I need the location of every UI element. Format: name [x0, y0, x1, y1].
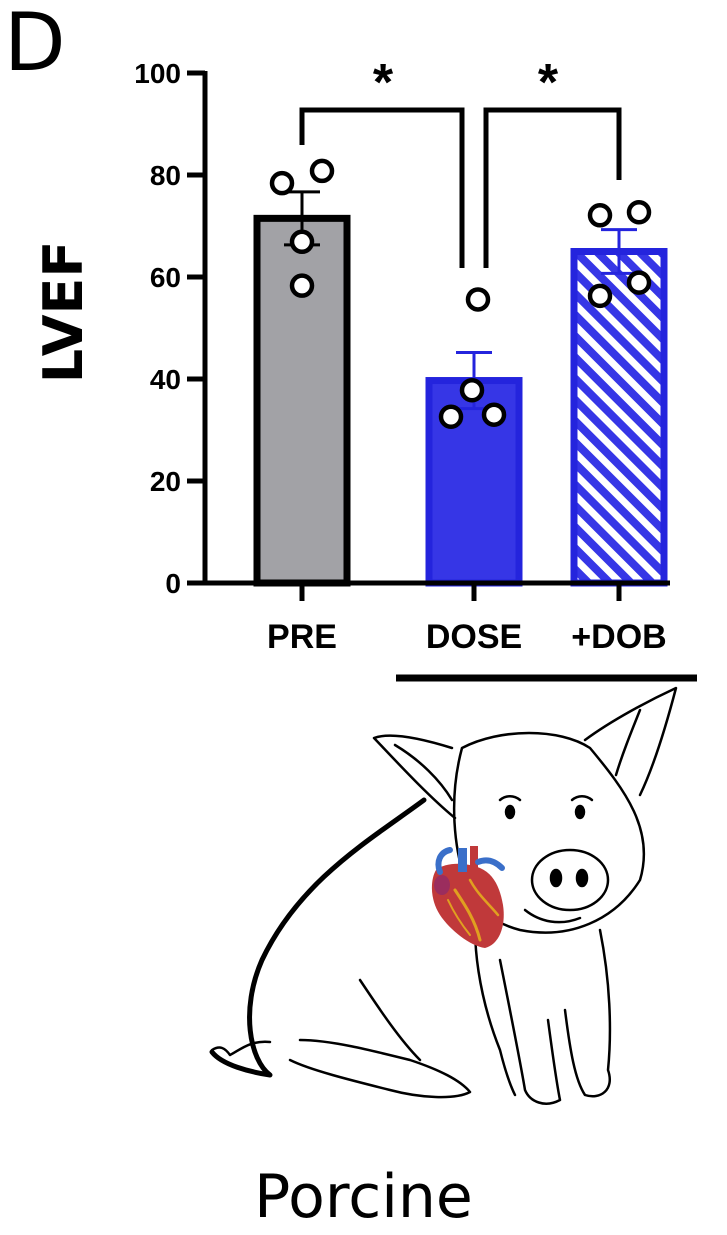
bar-dob [570, 248, 668, 587]
pig-left-ear [372, 734, 457, 820]
pig-left-eye [504, 804, 516, 820]
data-point [626, 199, 652, 225]
significance-star: * [538, 54, 559, 112]
pig-tail [210, 1040, 272, 1057]
data-point [626, 270, 652, 295]
x-tick-label: +DOB [571, 618, 666, 656]
bar-pre [253, 214, 351, 587]
pig-right-ear [583, 686, 678, 797]
data-point [269, 170, 295, 196]
significance-bracket [483, 107, 622, 268]
data-point [459, 377, 485, 403]
data-point [465, 287, 491, 312]
y-tick-label: 40 [150, 364, 181, 395]
x-tick-label: PRE [267, 618, 337, 656]
y-tick-label: 80 [150, 160, 181, 191]
data-point [309, 158, 335, 184]
pig-front-leg-left [498, 958, 562, 1105]
data-point [481, 402, 507, 427]
heart-icon [431, 846, 505, 948]
pig-hind-leg [288, 1038, 472, 1099]
pig-front-leg-right [563, 928, 612, 1098]
panel-label: D [4, 0, 66, 89]
figure-caption: Porcine [254, 1162, 473, 1232]
pig-illustration [209, 686, 678, 1105]
y-tick-label: 60 [150, 262, 181, 293]
data-point [289, 273, 315, 298]
significance-bracket [299, 107, 465, 268]
data-point [587, 203, 613, 228]
y-tick-label: 0 [165, 568, 181, 599]
pig-back-outline [209, 797, 427, 1078]
pig-right-eye [574, 804, 586, 820]
data-point [289, 229, 315, 255]
x-tick-label: DOSE [426, 618, 522, 656]
data-point [587, 283, 613, 309]
y-axis-label: LVEF [32, 241, 95, 384]
pig-snout [530, 848, 610, 912]
y-tick-label: 20 [150, 466, 181, 497]
data-point [438, 404, 464, 429]
y-tick-label: 100 [134, 58, 181, 89]
significance-star: * [373, 54, 394, 112]
